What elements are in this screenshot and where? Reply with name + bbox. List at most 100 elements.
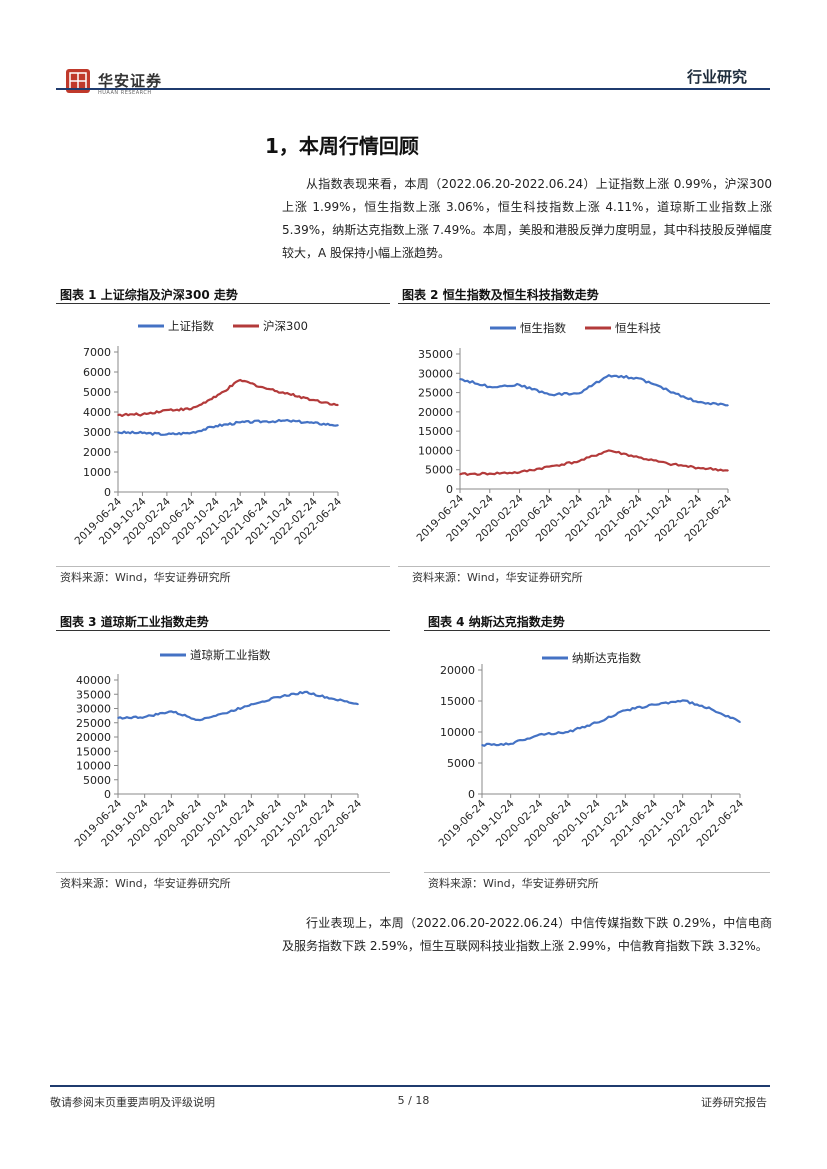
- series-line: [117, 378, 339, 418]
- data-point: [337, 404, 339, 406]
- data-point: [117, 414, 119, 416]
- paragraph-industry-performance: 行业表现上，本周（2022.06.20-2022.06.24）中信传媒指数下跌 …: [282, 916, 772, 953]
- y-tick-label: 5000: [83, 386, 111, 399]
- data-point: [141, 413, 144, 416]
- figure-4-top-rule: [424, 630, 770, 631]
- figure-2-title: 图表 2 恒生指数及恒生科技指数走势: [402, 288, 599, 302]
- series-line: [117, 690, 359, 722]
- y-tick-label: 4000: [83, 406, 111, 419]
- data-point: [548, 393, 551, 396]
- legend-label: 恒生指数: [520, 321, 566, 335]
- data-point: [637, 456, 640, 459]
- data-point: [197, 719, 199, 721]
- figure-2-source: 资料来源：Wind，华安证券研究所: [412, 571, 583, 584]
- data-point: [567, 731, 569, 733]
- figure-4-chart: 050001000015000200002019-06-242019-10-24…: [436, 651, 746, 849]
- header-divider: [56, 88, 770, 90]
- legend-label: 沪深300: [263, 319, 308, 333]
- data-point: [143, 716, 146, 718]
- data-point: [518, 384, 521, 386]
- legend-label: 上证指数: [168, 319, 214, 333]
- y-tick-label: 2000: [83, 446, 111, 459]
- data-point: [214, 396, 217, 398]
- data-point: [624, 709, 627, 712]
- data-point: [303, 691, 306, 693]
- y-tick-label: 10000: [440, 726, 475, 739]
- y-tick-label: 15000: [76, 745, 111, 758]
- data-point: [117, 431, 119, 434]
- footer-divider: [50, 1085, 770, 1087]
- data-point: [481, 744, 483, 746]
- data-point: [117, 717, 119, 719]
- y-tick-label: 1000: [83, 466, 111, 479]
- brand-name: 华安证券: [98, 72, 163, 90]
- y-tick-label: 0: [446, 483, 453, 496]
- y-tick-label: 10000: [418, 444, 453, 457]
- section-label: 行业研究: [686, 68, 747, 86]
- page-number: 5 / 18: [397, 1094, 430, 1107]
- figure-1-title: 图表 1 上证综指及沪深300 走势: [60, 288, 238, 302]
- y-tick-label: 5000: [447, 757, 475, 770]
- data-point: [312, 399, 315, 401]
- data-point: [263, 387, 266, 389]
- data-point: [263, 420, 266, 423]
- data-point: [653, 703, 655, 706]
- y-tick-label: 7000: [83, 346, 111, 359]
- figure-1-bottom-rule: [56, 566, 390, 567]
- legend-label: 纳斯达克指数: [572, 651, 641, 665]
- data-point: [488, 472, 491, 475]
- y-tick-label: 0: [104, 486, 111, 499]
- y-tick-label: 6000: [83, 366, 111, 379]
- data-point: [312, 422, 315, 424]
- data-point: [727, 469, 729, 472]
- y-tick-label: 20000: [76, 731, 111, 744]
- figure-2-chart: 050001000015000200002500030000350002019-…: [414, 321, 734, 544]
- data-point: [459, 473, 461, 476]
- figure-2-bottom-rule: [398, 566, 770, 567]
- data-point: [578, 460, 580, 463]
- data-point: [488, 385, 491, 388]
- y-tick-label: 30000: [418, 367, 453, 380]
- legend-label: 道琼斯工业指数: [190, 648, 271, 662]
- footer-report-type: 证券研究报告: [701, 1096, 767, 1109]
- y-tick-label: 30000: [76, 703, 111, 716]
- data-point: [166, 409, 168, 411]
- series-line: [481, 699, 741, 747]
- data-point: [739, 721, 741, 723]
- figure-3-source: 资料来源：Wind，华安证券研究所: [60, 877, 231, 890]
- series-line: [459, 374, 728, 407]
- data-point: [578, 392, 580, 395]
- series-line: [459, 449, 729, 476]
- figure-1-chart: 010002000300040005000600070002019-06-242…: [72, 319, 344, 547]
- figure-3-bottom-rule: [56, 872, 390, 873]
- section-title: 1，本周行情回顾: [265, 134, 419, 158]
- brand-subtitle: HUAAN RESEARCH: [98, 90, 152, 96]
- data-point: [330, 697, 333, 700]
- figure-3-top-rule: [56, 630, 390, 631]
- figure-2-top-rule: [398, 303, 770, 304]
- y-tick-label: 20000: [440, 664, 475, 677]
- y-tick-label: 5000: [425, 464, 453, 477]
- y-tick-label: 15000: [440, 695, 475, 708]
- data-point: [190, 432, 193, 434]
- data-point: [170, 710, 173, 713]
- data-point: [288, 420, 290, 422]
- y-tick-label: 25000: [418, 387, 453, 400]
- data-point: [538, 733, 541, 736]
- data-point: [681, 699, 684, 702]
- y-tick-label: 15000: [418, 425, 453, 438]
- data-point: [548, 465, 551, 468]
- figure-4-source: 资料来源：Wind，华安证券研究所: [428, 877, 599, 890]
- y-tick-label: 10000: [76, 760, 111, 773]
- data-point: [190, 408, 193, 410]
- figure-1-top-rule: [56, 303, 390, 304]
- data-point: [608, 374, 610, 377]
- y-tick-label: 35000: [418, 348, 453, 361]
- data-point: [697, 466, 700, 469]
- data-point: [277, 696, 279, 698]
- data-point: [239, 379, 242, 381]
- data-point: [166, 433, 168, 436]
- series-line: [117, 418, 339, 436]
- y-tick-label: 25000: [76, 717, 111, 730]
- data-point: [667, 389, 670, 392]
